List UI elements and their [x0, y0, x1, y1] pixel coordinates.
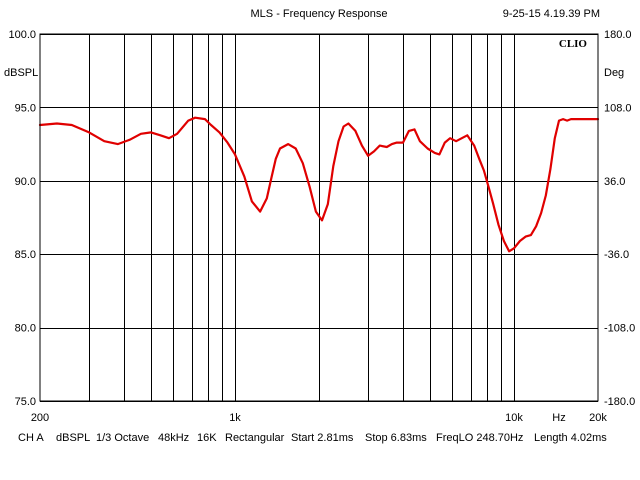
grid	[40, 34, 598, 402]
y2-tick-label: -36.0	[604, 249, 629, 261]
x-tick-label: 20k	[589, 412, 607, 424]
y-tick-label: 100.0	[8, 29, 36, 41]
footer-info: CH A dBSPL 1/3 Octave 48kHz 16K Rectangular St…	[18, 432, 607, 444]
x-tick-label: 200	[31, 412, 49, 424]
y-tick-label: 95.0	[15, 102, 36, 114]
x-tick-label: 10k	[505, 412, 523, 424]
footer-item: Stop 6.83ms	[365, 432, 427, 444]
y-axis-label: dBSPL	[4, 67, 38, 79]
footer-item: 1/3 Octave	[96, 432, 149, 444]
plot-frame	[39, 33, 599, 402]
clio-logo: CLIO	[559, 38, 588, 50]
series-line-response	[38, 116, 600, 253]
footer-item: 48kHz	[158, 432, 189, 444]
x-tick-label: 1k	[229, 412, 241, 424]
footer-item: dBSPL	[56, 432, 90, 444]
y-tick-label: 75.0	[15, 396, 36, 408]
footer-item: 16K	[197, 432, 217, 444]
footer-item: CH A	[18, 432, 44, 444]
chart-timestamp: 9-25-15 4.19.39 PM	[503, 8, 600, 20]
chart-title: MLS - Frequency Response	[251, 8, 388, 20]
y-tick-label: 90.0	[15, 176, 36, 188]
axis-tick-labels: 100.0 95.0 90.0 85.0 80.0 75.0 180.0 108.0 36.0 -…	[8, 29, 635, 424]
y-tick-label: 85.0	[15, 249, 36, 261]
x-tick-label: Hz	[552, 412, 565, 424]
y2-axis-label: Deg	[604, 67, 624, 79]
footer-item: Start 2.81ms	[291, 432, 354, 444]
y2-tick-label: 180.0	[604, 29, 632, 41]
y2-tick-label: -180.0	[604, 396, 635, 408]
y2-tick-label: 108.0	[604, 102, 632, 114]
footer-item: Rectangular	[225, 432, 285, 444]
footer-item: Length 4.02ms	[534, 432, 607, 444]
y-tick-label: 80.0	[15, 323, 36, 335]
y2-tick-label: 36.0	[604, 176, 625, 188]
y2-tick-label: -108.0	[604, 323, 635, 335]
footer-item: FreqLO 248.70Hz	[436, 432, 523, 444]
